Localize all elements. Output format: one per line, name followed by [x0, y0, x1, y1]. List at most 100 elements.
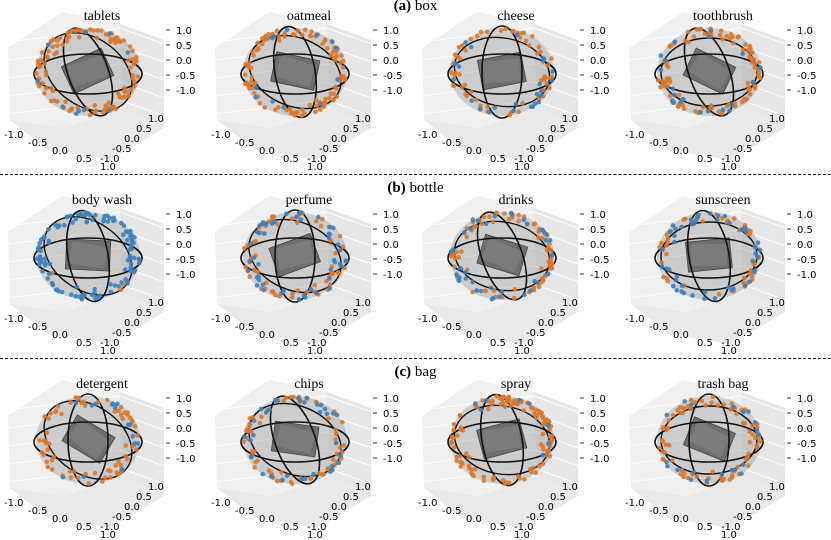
data-point [492, 213, 498, 219]
data-point [121, 38, 126, 43]
orientation-ring-equator [240, 53, 350, 95]
orientation-ring-equator [33, 237, 143, 279]
y-tick-label: -1.0 [307, 522, 327, 533]
data-point [483, 221, 489, 227]
data-point [536, 408, 542, 414]
data-point [330, 39, 335, 45]
data-point [660, 438, 665, 443]
z-tick-label: -1.0 [590, 270, 610, 281]
data-point [327, 286, 332, 291]
orientation-ring-equator [33, 53, 143, 95]
data-point [313, 109, 318, 115]
data-point [749, 273, 755, 279]
data-point [530, 33, 535, 39]
x-tick-label: 1.0 [100, 162, 116, 173]
data-point [55, 404, 61, 409]
data-point [478, 288, 484, 294]
data-point [331, 56, 337, 61]
data-point [45, 55, 50, 60]
data-point [494, 394, 500, 399]
data-point [497, 395, 503, 401]
data-point [756, 432, 762, 437]
data-point [86, 481, 92, 486]
data-point [106, 108, 112, 113]
data-point [720, 107, 726, 113]
chart-panel-spray: spray1.00.50.0-0.5-1.0-1.0-0.50.00.51.01… [418, 377, 610, 540]
data-point [536, 463, 542, 469]
data-point [664, 232, 670, 237]
data-point [318, 102, 323, 107]
data-point [666, 442, 672, 448]
x-tick-label: -0.5 [28, 506, 48, 517]
data-point [535, 280, 540, 285]
data-point [502, 404, 508, 410]
data-point [752, 86, 758, 91]
data-point [309, 29, 314, 34]
data-point [664, 459, 669, 465]
x-tick-label: -1.0 [4, 498, 24, 509]
data-point [256, 277, 262, 283]
data-point [46, 271, 52, 277]
x-tick-label: 1.0 [721, 346, 737, 357]
y-tick-label: 1.0 [148, 114, 164, 125]
data-point [302, 295, 308, 300]
axis-pane-floor [217, 108, 371, 160]
data-point [460, 43, 465, 48]
z-tick-label: 0.0 [383, 240, 399, 251]
y-tick-label: -1.0 [721, 522, 741, 533]
x-tick-label: 0.0 [259, 514, 275, 525]
data-point [468, 89, 474, 95]
x-tick-label: 0.0 [52, 514, 68, 525]
y-tick-label: 1.0 [355, 482, 371, 493]
data-point [512, 287, 518, 292]
data-point [730, 34, 735, 40]
data-point [450, 83, 456, 88]
x-tick-label: 1.0 [514, 162, 530, 173]
data-point [45, 464, 50, 470]
data-point [37, 438, 42, 443]
data-point [46, 240, 51, 246]
data-point [132, 83, 137, 89]
x-tick-label: 0.0 [259, 146, 275, 157]
x-tick-label: -1.0 [418, 130, 438, 141]
x-tick-label: 0.5 [76, 522, 92, 533]
panel-title: trash bag [698, 377, 749, 392]
data-point [332, 259, 338, 265]
data-point [547, 238, 553, 243]
x-tick-label: -1.0 [418, 314, 438, 325]
z-tick-label: 1.0 [383, 26, 399, 37]
data-point [452, 264, 457, 270]
y-tick-label: 0.0 [331, 502, 347, 513]
data-point [289, 295, 295, 300]
data-point [688, 397, 694, 403]
grid-line [326, 265, 372, 283]
data-point [463, 40, 468, 45]
data-point [118, 412, 124, 418]
data-point [316, 471, 322, 476]
z-tick-label: 0.5 [383, 409, 399, 420]
data-point [470, 217, 476, 222]
x-tick-label: 0.5 [490, 522, 506, 533]
grid-line [326, 283, 372, 301]
y-tick-label: 1.0 [562, 114, 578, 125]
grid-line [326, 99, 372, 117]
data-point [304, 395, 309, 401]
group-title-box: (a) box [0, 0, 831, 14]
data-point [739, 471, 744, 476]
z-tick-label: 0.0 [383, 56, 399, 67]
data-point [130, 434, 136, 439]
data-point [288, 106, 293, 112]
z-tick-label: 0.0 [590, 56, 606, 67]
x-tick-label: 0.0 [673, 514, 689, 525]
data-point [122, 85, 127, 91]
data-point [110, 401, 115, 406]
data-point [705, 108, 711, 114]
data-point [323, 96, 328, 102]
data-point [43, 441, 49, 446]
grid-line [421, 81, 535, 97]
data-point [326, 95, 332, 101]
data-point [339, 449, 345, 455]
object-mesh-highlight [67, 419, 110, 459]
data-point [248, 241, 254, 246]
data-point [664, 266, 670, 271]
